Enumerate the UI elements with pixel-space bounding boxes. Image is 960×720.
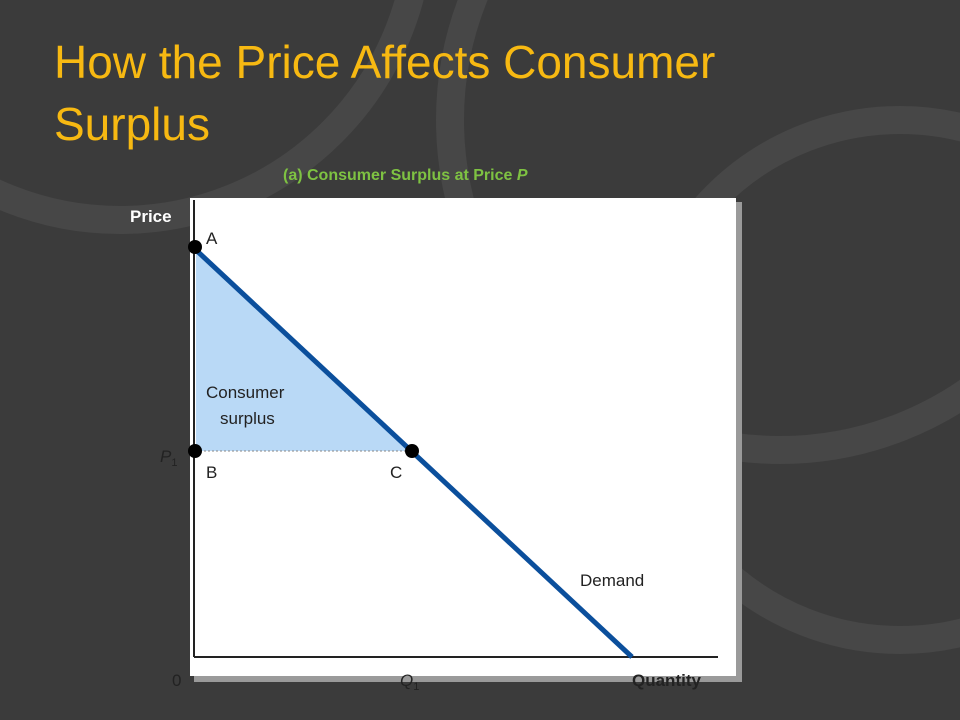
curve-label: Demand	[580, 571, 644, 590]
quantity-label: Q1	[400, 671, 419, 693]
point-c	[405, 444, 419, 458]
quantity-symbol: Q	[400, 671, 413, 690]
title-line: How the Price Affects Consumer	[54, 36, 715, 88]
y-axis-label: Price	[130, 207, 172, 226]
price-subscript: 1	[171, 457, 177, 469]
point-label: B	[206, 463, 217, 482]
price-symbol: P	[160, 447, 172, 466]
subtitle-text: (a) Consumer Surplus at Price	[283, 167, 512, 184]
area-label: surplus	[220, 409, 275, 428]
origin-label: 0	[172, 671, 181, 690]
price-label: P1	[160, 447, 177, 469]
area-label: Consumer	[206, 383, 285, 402]
subtitle: (a) Consumer Surplus at Price P	[283, 167, 528, 184]
x-axis-label: Quantity	[632, 671, 701, 690]
point-b	[188, 444, 202, 458]
point-label: A	[206, 229, 218, 248]
title-line: Surplus	[54, 98, 210, 150]
point-a	[188, 240, 202, 254]
point-label: C	[390, 463, 402, 482]
subtitle-symbol: P	[517, 167, 528, 184]
quantity-subscript: 1	[413, 681, 419, 693]
